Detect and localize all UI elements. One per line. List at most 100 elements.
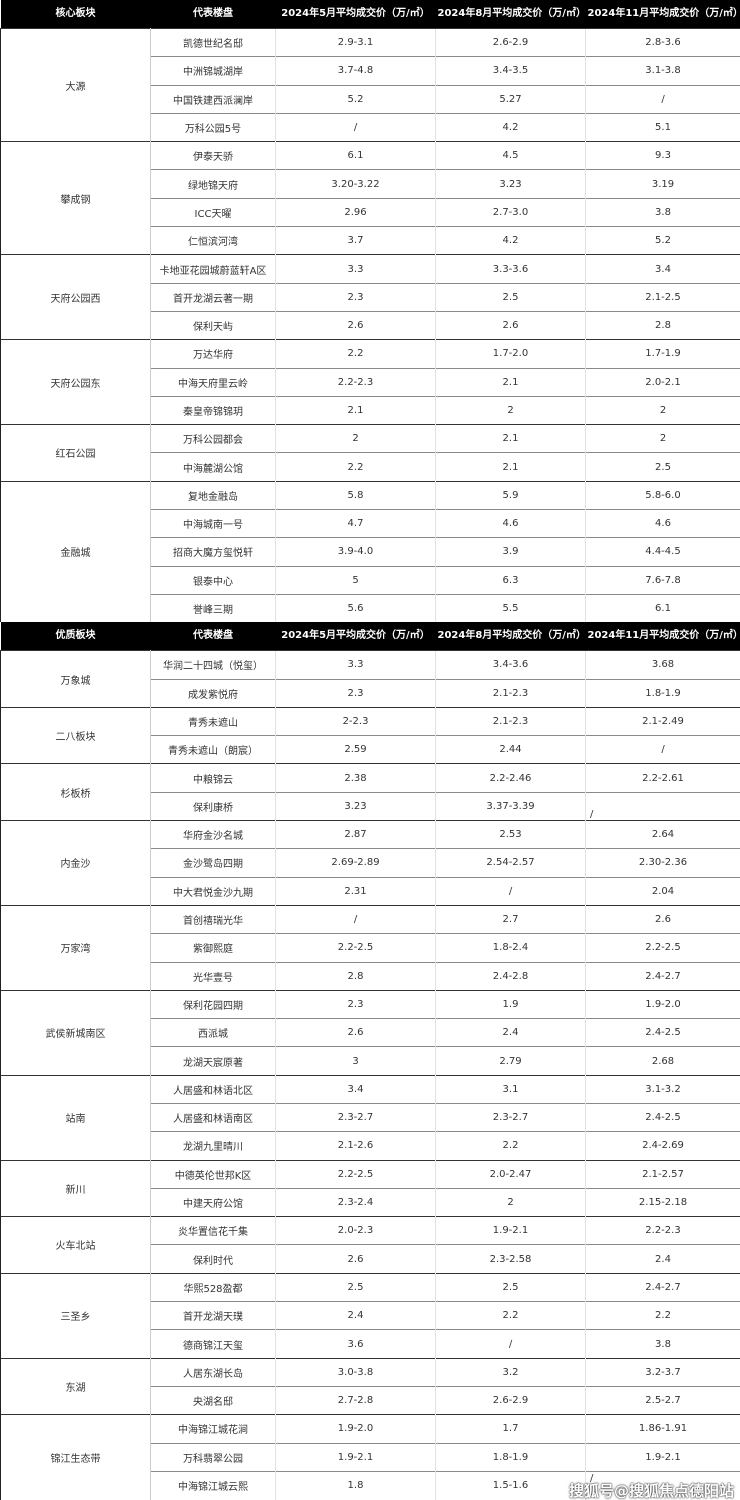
project-name-cell: ICC天曜: [151, 198, 276, 226]
may-price-cell: 2.2: [276, 453, 436, 481]
nov-price-cell: 1.9-2.1: [586, 1443, 740, 1471]
may-price-cell: 3: [276, 1047, 436, 1075]
may-price-cell: 2.0-2.3: [276, 1217, 436, 1245]
project-name-cell: 保利天屿: [151, 311, 276, 339]
project-name-cell: 秦皇帝锦锦玥: [151, 396, 276, 424]
project-name-cell: 银泰中心: [151, 566, 276, 594]
nov-price-cell: 2.6: [586, 905, 740, 933]
district-cell: 杉板桥: [1, 764, 151, 821]
project-name-cell: 华润二十四城（悦玺）: [151, 651, 276, 679]
may-price-cell: 2.96: [276, 198, 436, 226]
nov-price-cell: 5.2: [586, 227, 740, 255]
may-price-cell: 2.2-2.3: [276, 368, 436, 396]
project-name-cell: 中海天府里云岭: [151, 368, 276, 396]
aug-price-cell: 2.5: [436, 1273, 586, 1301]
header-district: 优质板块: [1, 622, 151, 651]
project-name-cell: 中德英伦世邦K区: [151, 1160, 276, 1188]
district-cell: 红石公园: [1, 425, 151, 482]
project-name-cell: 中建天府公馆: [151, 1188, 276, 1216]
aug-price-cell: 4.2: [436, 227, 586, 255]
project-name-cell: 绿地锦天府: [151, 170, 276, 198]
project-name-cell: 卡地亚花园城蔚蓝轩A区: [151, 255, 276, 283]
project-name-cell: 万达华府: [151, 340, 276, 368]
nov-price-cell: 2.1-2.49: [586, 707, 740, 735]
aug-price-cell: 4.5: [436, 142, 586, 170]
aug-price-cell: 2.79: [436, 1047, 586, 1075]
nov-price-cell: 2.2: [586, 1302, 740, 1330]
project-name-cell: 华府金沙名城: [151, 821, 276, 849]
nov-price-cell: /: [586, 792, 740, 820]
may-price-cell: 2.6: [276, 1245, 436, 1273]
project-name-cell: 中粮锦云: [151, 764, 276, 792]
may-price-cell: 2.1: [276, 396, 436, 424]
district-cell: 内金沙: [1, 821, 151, 906]
may-price-cell: 3.20-3.22: [276, 170, 436, 198]
aug-price-cell: 1.9: [436, 990, 586, 1018]
aug-price-cell: 2.53: [436, 821, 586, 849]
aug-price-cell: 2.1: [436, 425, 586, 453]
nov-price-cell: 2.04: [586, 877, 740, 905]
may-price-cell: 3.7-4.8: [276, 57, 436, 85]
may-price-cell: 2.1-2.6: [276, 1132, 436, 1160]
district-cell: 站南: [1, 1075, 151, 1160]
may-price-cell: 3.6: [276, 1330, 436, 1358]
aug-price-cell: 2: [436, 396, 586, 424]
aug-price-cell: 2.3-2.7: [436, 1103, 586, 1131]
aug-price-cell: 2.4-2.8: [436, 962, 586, 990]
nov-price-cell: 2.4-2.5: [586, 1103, 740, 1131]
project-name-cell: 青秀未遮山: [151, 707, 276, 735]
district-cell: 攀成钢: [1, 142, 151, 255]
district-cell: 万家湾: [1, 905, 151, 990]
project-name-cell: 首创禧瑞光华: [151, 905, 276, 933]
aug-price-cell: 2.3-2.58: [436, 1245, 586, 1273]
nov-price-cell: 4.6: [586, 510, 740, 538]
nov-price-cell: 2.0-2.1: [586, 368, 740, 396]
nov-price-cell: 2.4: [586, 1245, 740, 1273]
nov-price-cell: 2.2-2.5: [586, 934, 740, 962]
project-name-cell: 中海麓湖公馆: [151, 453, 276, 481]
project-name-cell: 中海锦江城云熙: [151, 1471, 276, 1500]
aug-price-cell: /: [436, 877, 586, 905]
header-district: 核心板块: [1, 0, 151, 29]
nov-price-cell: 2.4-2.7: [586, 1273, 740, 1301]
header-nov-price: 2024年11月平均成交价（万/㎡）: [586, 622, 740, 651]
project-name-cell: 首开龙湖云著一期: [151, 283, 276, 311]
may-price-cell: 2.2-2.5: [276, 934, 436, 962]
aug-price-cell: 4.6: [436, 510, 586, 538]
may-price-cell: /: [276, 905, 436, 933]
may-price-cell: 3.0-3.8: [276, 1358, 436, 1386]
project-name-cell: 央湖名邸: [151, 1386, 276, 1414]
aug-price-cell: 1.8-1.9: [436, 1443, 586, 1471]
nov-price-cell: 2.4-2.7: [586, 962, 740, 990]
aug-price-cell: 4.2: [436, 113, 586, 141]
nov-price-cell: 2.64: [586, 821, 740, 849]
project-name-cell: 人居盛和林语北区: [151, 1075, 276, 1103]
project-name-cell: 誉峰三期: [151, 594, 276, 622]
may-price-cell: 3.9-4.0: [276, 538, 436, 566]
header-aug-price: 2024年8月平均成交价（万/㎡）: [436, 0, 586, 29]
header-may-price: 2024年5月平均成交价（万/㎡）: [276, 622, 436, 651]
may-price-cell: /: [276, 113, 436, 141]
aug-price-cell: 6.3: [436, 566, 586, 594]
district-cell: 天府公园西: [1, 255, 151, 340]
district-cell: 火车北站: [1, 1217, 151, 1274]
aug-price-cell: /: [436, 1330, 586, 1358]
nov-price-cell: 3.1-3.8: [586, 57, 740, 85]
nov-price-cell: 2: [586, 396, 740, 424]
nov-price-cell: 2.30-2.36: [586, 849, 740, 877]
may-price-cell: 2.59: [276, 736, 436, 764]
nov-price-cell: 3.68: [586, 651, 740, 679]
project-name-cell: 西派城: [151, 1019, 276, 1047]
may-price-cell: 5: [276, 566, 436, 594]
nov-price-cell: 2.4-2.5: [586, 1019, 740, 1047]
aug-price-cell: 2.2: [436, 1302, 586, 1330]
